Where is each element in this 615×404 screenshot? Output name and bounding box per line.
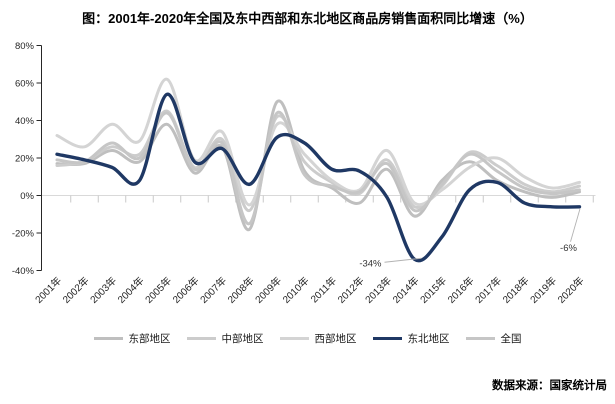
- annotation-leader: [384, 257, 422, 263]
- series-line-west: [55, 77, 581, 207]
- x-tick-label: 2002年: [60, 274, 92, 306]
- annotation-leader: [570, 208, 581, 242]
- legend-item-northeast: 东北地区: [372, 331, 450, 346]
- legend-item-east: 东部地区: [93, 331, 171, 346]
- legend-swatch-central: [186, 337, 216, 340]
- y-tick-label: 20%: [15, 153, 35, 164]
- x-tick-label: 2006年: [170, 274, 202, 306]
- legend-item-central: 中部地区: [186, 331, 264, 346]
- x-tick-label: 2003年: [87, 274, 119, 306]
- legend-label-central: 中部地区: [221, 333, 264, 345]
- legend-label-national: 全国: [500, 333, 522, 345]
- legend-label-west: 西部地区: [314, 333, 357, 345]
- legend-item-national: 全国: [465, 331, 522, 346]
- series-line-northeast: [55, 92, 582, 263]
- legend-swatch-west: [279, 337, 309, 340]
- legend-swatch-east: [93, 337, 123, 340]
- x-tick-label: 2009年: [252, 274, 284, 306]
- x-tick-label: 2001年: [32, 274, 64, 306]
- y-tick-label: -20%: [12, 228, 35, 239]
- x-tick-label: 2004年: [115, 274, 147, 306]
- x-tick-label: 2013年: [362, 274, 394, 306]
- x-tick-label: 2017年: [472, 274, 504, 306]
- data-source: 数据来源：国家统计局: [492, 380, 607, 392]
- x-tick-label: 2018年: [500, 274, 532, 306]
- x-tick-label: 2010年: [280, 274, 312, 306]
- y-tick-label: 60%: [15, 78, 35, 89]
- y-tick-label: 80%: [15, 41, 35, 52]
- x-tick-label: 2005年: [142, 274, 174, 306]
- legend-swatch-national: [465, 337, 495, 340]
- x-tick-label: 2015年: [417, 274, 449, 306]
- legend-swatch-northeast: [372, 337, 402, 340]
- x-tick-label: 2011年: [308, 274, 339, 305]
- x-tick-label: 2016年: [445, 274, 477, 306]
- legend-item-west: 西部地区: [279, 331, 357, 346]
- y-tick-label: 0%: [20, 191, 34, 202]
- annotation-label: -34%: [359, 258, 382, 269]
- legend-label-northeast: 东北地区: [407, 333, 450, 345]
- x-axis-ticks: [70, 195, 594, 203]
- annotation-label: -6%: [560, 243, 577, 254]
- x-tick-label: 2014年: [390, 274, 422, 306]
- x-tick-label: 2007年: [197, 274, 229, 306]
- x-tick-label: 2019年: [527, 274, 559, 306]
- legend: 东部地区 中部地区 西部地区 东北地区 全国: [0, 331, 615, 346]
- chart-title: 图：2001年-2020年全国及东中西部和东北地区商品房销售面积同比增速（%）: [82, 11, 533, 26]
- series-line-east: [55, 99, 581, 231]
- x-tick-label: 2020年: [555, 274, 587, 306]
- series-line-central: [55, 109, 581, 213]
- series-line-national: [55, 110, 581, 226]
- legend-label-east: 东部地区: [128, 333, 171, 345]
- x-tick-label: 2008年: [225, 274, 257, 306]
- y-tick-label: -40%: [12, 266, 35, 277]
- y-tick-label: 40%: [15, 116, 35, 127]
- x-tick-label: 2012年: [335, 274, 367, 306]
